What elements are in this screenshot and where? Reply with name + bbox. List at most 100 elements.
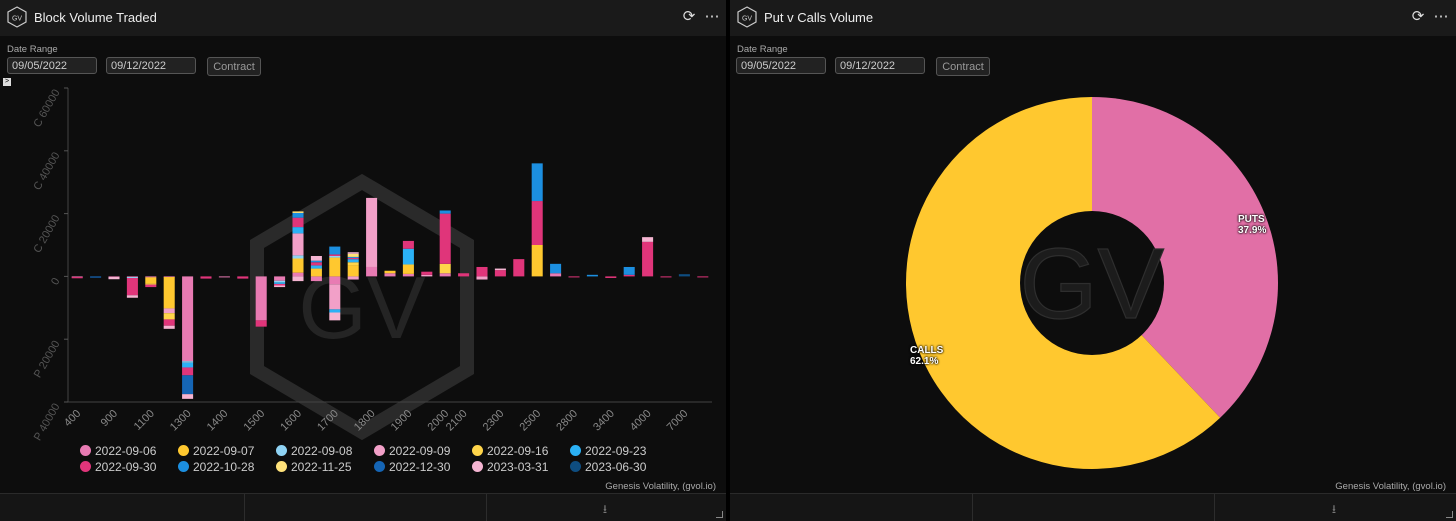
bar-segment[interactable] bbox=[108, 276, 120, 278]
legend-item[interactable]: 2022-09-07 bbox=[178, 444, 254, 458]
bar-segment[interactable] bbox=[292, 255, 304, 259]
bar-segment[interactable] bbox=[347, 253, 359, 257]
bar-segment[interactable] bbox=[163, 308, 175, 314]
bar-segment[interactable] bbox=[623, 274, 635, 277]
bar-segment[interactable] bbox=[292, 212, 304, 218]
legend-item[interactable]: 2022-11-25 bbox=[276, 460, 352, 474]
bar-segment[interactable] bbox=[163, 313, 175, 320]
bar-segment[interactable] bbox=[274, 280, 286, 283]
bar-segment[interactable] bbox=[145, 277, 157, 284]
bar-segment[interactable] bbox=[255, 276, 267, 321]
bar-segment[interactable] bbox=[531, 163, 543, 202]
bar-segment[interactable] bbox=[439, 263, 451, 274]
bar-segment[interactable] bbox=[274, 276, 286, 281]
bar-segment[interactable] bbox=[605, 276, 617, 278]
bar-segment[interactable] bbox=[531, 245, 543, 277]
bar-segment[interactable] bbox=[108, 277, 120, 280]
bar-segment[interactable] bbox=[347, 262, 359, 266]
bar-segment[interactable] bbox=[421, 271, 433, 275]
bar-segment[interactable] bbox=[642, 241, 654, 277]
bar-segment[interactable] bbox=[402, 240, 414, 249]
bar-segment[interactable] bbox=[90, 276, 102, 278]
bar-segment[interactable] bbox=[550, 273, 562, 277]
bar-segment[interactable] bbox=[163, 325, 175, 329]
bar-segment[interactable] bbox=[402, 248, 414, 265]
bar-segment[interactable] bbox=[292, 233, 304, 256]
legend-item[interactable]: 2022-09-16 bbox=[472, 444, 548, 458]
bar-segment[interactable] bbox=[145, 284, 157, 288]
bar-segment[interactable] bbox=[310, 255, 322, 261]
bar-segment[interactable] bbox=[71, 277, 83, 279]
bar-segment[interactable] bbox=[126, 295, 138, 298]
start-date-input[interactable] bbox=[7, 57, 97, 74]
bar-segment[interactable] bbox=[145, 276, 157, 278]
bar-segment[interactable] bbox=[494, 270, 506, 277]
bar-segment[interactable] bbox=[310, 262, 322, 266]
bar-segment[interactable] bbox=[660, 276, 672, 278]
bar-segment[interactable] bbox=[568, 276, 580, 278]
bar-segment[interactable] bbox=[237, 276, 249, 279]
bar-segment[interactable] bbox=[329, 246, 341, 255]
bar-segment[interactable] bbox=[642, 237, 654, 242]
bar-segment[interactable] bbox=[623, 266, 635, 275]
bar-segment[interactable] bbox=[402, 264, 414, 274]
resize-handle[interactable] bbox=[1446, 511, 1453, 518]
bar-segment[interactable] bbox=[126, 276, 138, 278]
start-date-input[interactable] bbox=[736, 57, 826, 74]
bar-segment[interactable] bbox=[163, 277, 175, 309]
bar-segment[interactable] bbox=[347, 257, 359, 260]
bar-segment[interactable] bbox=[274, 282, 286, 284]
bar-segment[interactable] bbox=[255, 320, 267, 327]
bar-segment[interactable] bbox=[182, 276, 194, 362]
bar-segment[interactable] bbox=[347, 259, 359, 263]
end-date-input[interactable] bbox=[106, 57, 196, 74]
bar-segment[interactable] bbox=[71, 276, 83, 278]
bar-segment[interactable] bbox=[218, 276, 230, 278]
bar-segment[interactable] bbox=[329, 257, 341, 277]
bar-segment[interactable] bbox=[274, 285, 286, 288]
download-icon[interactable]: ⭳ bbox=[602, 502, 608, 516]
bar-segment[interactable] bbox=[182, 361, 194, 363]
bar-segment[interactable] bbox=[531, 201, 543, 245]
bar-segment[interactable] bbox=[310, 276, 322, 282]
download-icon[interactable]: ⭳ bbox=[1331, 502, 1337, 516]
bar-segment[interactable] bbox=[678, 274, 690, 277]
bar-segment[interactable] bbox=[347, 265, 359, 277]
bar-segment[interactable] bbox=[329, 309, 341, 313]
bar-segment[interactable] bbox=[439, 273, 451, 277]
bar-segment[interactable] bbox=[329, 254, 341, 256]
bar-segment[interactable] bbox=[347, 276, 359, 280]
resize-handle[interactable] bbox=[716, 511, 723, 518]
bar-segment[interactable] bbox=[476, 266, 488, 277]
bar-segment[interactable] bbox=[292, 211, 304, 213]
bar-segment[interactable] bbox=[366, 197, 378, 267]
bar-segment[interactable] bbox=[384, 273, 396, 277]
bar-segment[interactable] bbox=[384, 270, 396, 274]
bar-segment[interactable] bbox=[310, 268, 322, 277]
bar-segment[interactable] bbox=[182, 362, 194, 368]
bar-segment[interactable] bbox=[292, 217, 304, 228]
bar-segment[interactable] bbox=[421, 274, 433, 277]
more-icon[interactable]: ⋯ bbox=[704, 8, 720, 25]
bar-segment[interactable] bbox=[126, 277, 138, 279]
bar-segment[interactable] bbox=[329, 312, 341, 321]
bar-segment[interactable] bbox=[292, 276, 304, 282]
legend-item[interactable]: 2022-10-28 bbox=[178, 460, 254, 474]
legend-item[interactable]: 2022-09-23 bbox=[570, 444, 646, 458]
bar-segment[interactable] bbox=[126, 277, 138, 296]
legend-item[interactable]: 2022-09-09 bbox=[374, 444, 450, 458]
refresh-icon[interactable]: ⟳ bbox=[682, 8, 696, 25]
legend-item[interactable]: 2022-09-08 bbox=[276, 444, 352, 458]
bar-segment[interactable] bbox=[163, 276, 175, 278]
expand-toggle-icon[interactable]: > bbox=[3, 78, 11, 86]
bar-segment[interactable] bbox=[145, 283, 157, 285]
bar-segment[interactable] bbox=[697, 276, 709, 278]
bar-segment[interactable] bbox=[310, 260, 322, 263]
legend-item[interactable]: 2023-06-30 bbox=[570, 460, 646, 474]
bar-segment[interactable] bbox=[476, 276, 488, 280]
bar-segment[interactable] bbox=[182, 375, 194, 395]
bar-segment[interactable] bbox=[329, 284, 341, 310]
bar-segment[interactable] bbox=[458, 273, 470, 277]
bar-segment[interactable] bbox=[586, 274, 598, 277]
more-icon[interactable]: ⋯ bbox=[1433, 8, 1449, 25]
